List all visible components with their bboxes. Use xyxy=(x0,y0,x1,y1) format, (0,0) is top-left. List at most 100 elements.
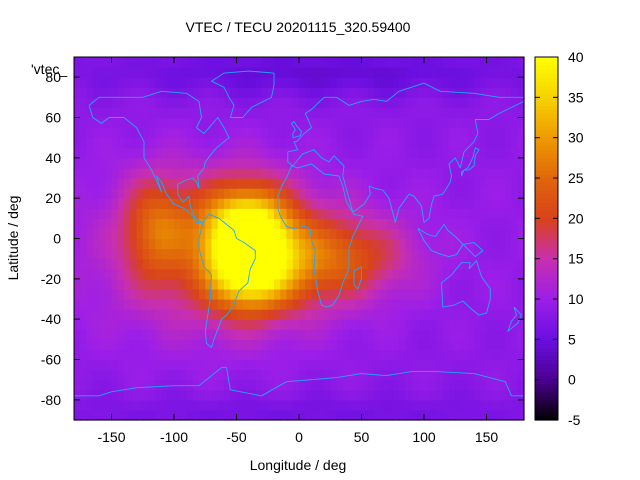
heatmap-cell xyxy=(511,117,519,129)
heatmap-cell xyxy=(486,77,494,88)
heatmap-cell xyxy=(142,258,150,270)
heatmap-cell xyxy=(124,248,131,260)
heatmap-cell xyxy=(311,107,319,119)
heatmap-cell xyxy=(305,409,313,421)
heatmap-cell xyxy=(105,299,113,310)
heatmap-cell xyxy=(436,117,444,129)
heatmap-cell xyxy=(405,208,413,219)
heatmap-cell xyxy=(392,167,400,179)
heatmap-cell xyxy=(199,198,206,209)
heatmap-cell xyxy=(455,77,463,88)
heatmap-cell xyxy=(311,67,319,78)
heatmap-cell xyxy=(505,309,513,320)
heatmap-cell xyxy=(149,288,156,300)
heatmap-cell xyxy=(155,288,163,300)
heatmap-cell xyxy=(92,127,100,139)
heatmap-cell xyxy=(361,258,369,270)
heatmap-cell xyxy=(280,97,288,109)
heatmap-cell xyxy=(455,127,463,139)
heatmap-cell xyxy=(311,208,319,219)
heatmap-cell xyxy=(474,218,481,230)
heatmap-cell xyxy=(130,198,138,209)
heatmap-cell xyxy=(80,107,88,119)
heatmap-cell xyxy=(386,319,394,330)
heatmap-cell xyxy=(130,278,138,290)
heatmap-cell xyxy=(149,409,156,421)
heatmap-cell xyxy=(499,329,506,340)
heatmap-cell xyxy=(499,268,506,280)
heatmap-cell xyxy=(249,57,256,68)
heatmap-cell xyxy=(424,218,431,230)
heatmap-cell xyxy=(149,299,156,310)
heatmap-cell xyxy=(149,349,156,361)
heatmap-cell xyxy=(167,319,175,330)
heatmap-cell xyxy=(217,218,225,230)
heatmap-cell xyxy=(505,339,513,351)
heatmap-cell xyxy=(436,188,444,199)
heatmap-cell xyxy=(230,178,238,189)
heatmap-cell xyxy=(330,359,338,371)
heatmap-cell xyxy=(511,389,519,401)
heatmap-cell xyxy=(330,288,338,300)
heatmap-cell xyxy=(124,97,131,109)
heatmap-cell xyxy=(267,278,275,290)
heatmap-cell xyxy=(74,329,81,340)
heatmap-cell xyxy=(436,57,444,68)
heatmap-cell xyxy=(430,248,438,260)
heatmap-cell xyxy=(474,339,481,351)
heatmap-cell xyxy=(180,389,188,401)
heatmap-cell xyxy=(280,127,288,139)
heatmap-cell xyxy=(80,157,88,169)
heatmap-cell xyxy=(455,409,463,421)
heatmap-cell xyxy=(467,67,475,78)
heatmap-cell xyxy=(261,218,269,230)
heatmap-cell xyxy=(74,97,81,109)
heatmap-cell xyxy=(380,248,388,260)
heatmap-cell xyxy=(186,369,194,381)
heatmap-cell xyxy=(124,188,131,199)
heatmap-cell xyxy=(280,137,288,149)
heatmap-cell xyxy=(411,178,419,189)
heatmap-cell xyxy=(136,248,144,260)
heatmap-cell xyxy=(236,399,244,411)
heatmap-cell xyxy=(230,117,238,129)
heatmap-cell xyxy=(186,97,194,109)
heatmap-cell xyxy=(249,339,256,351)
heatmap-cell xyxy=(199,349,206,361)
heatmap-cell xyxy=(274,188,281,199)
heatmap-cell xyxy=(192,228,200,240)
heatmap-cell xyxy=(436,157,444,169)
heatmap-cell xyxy=(224,167,231,179)
heatmap-cell xyxy=(311,278,319,290)
heatmap-cell xyxy=(199,127,206,139)
heatmap-cell xyxy=(249,77,256,88)
heatmap-cell xyxy=(449,288,456,300)
heatmap-cell xyxy=(499,77,506,88)
heatmap-cell xyxy=(405,228,413,240)
heatmap-cell xyxy=(311,147,319,159)
heatmap-cell xyxy=(311,238,319,250)
heatmap-cell xyxy=(374,97,381,109)
heatmap-cell xyxy=(424,268,431,280)
heatmap-cell xyxy=(367,349,375,361)
heatmap-cell xyxy=(461,349,469,361)
heatmap-cell xyxy=(149,167,156,179)
heatmap-cell xyxy=(324,178,331,189)
heatmap-cell xyxy=(174,238,181,250)
heatmap-cell xyxy=(86,329,94,340)
heatmap-cell xyxy=(367,67,375,78)
heatmap-cell xyxy=(374,87,381,98)
heatmap-cell xyxy=(224,339,231,351)
heatmap-cell xyxy=(486,107,494,119)
heatmap-cell xyxy=(117,288,125,300)
heatmap-cell xyxy=(367,178,375,189)
heatmap-cell xyxy=(505,288,513,300)
heatmap-cell xyxy=(186,228,194,240)
heatmap-cell xyxy=(180,147,188,159)
heatmap-cell xyxy=(74,67,81,78)
heatmap-cell xyxy=(255,278,263,290)
heatmap-cell xyxy=(117,87,125,98)
heatmap-cell xyxy=(374,278,381,290)
heatmap-cell xyxy=(499,389,506,401)
heatmap-cell xyxy=(211,127,219,139)
